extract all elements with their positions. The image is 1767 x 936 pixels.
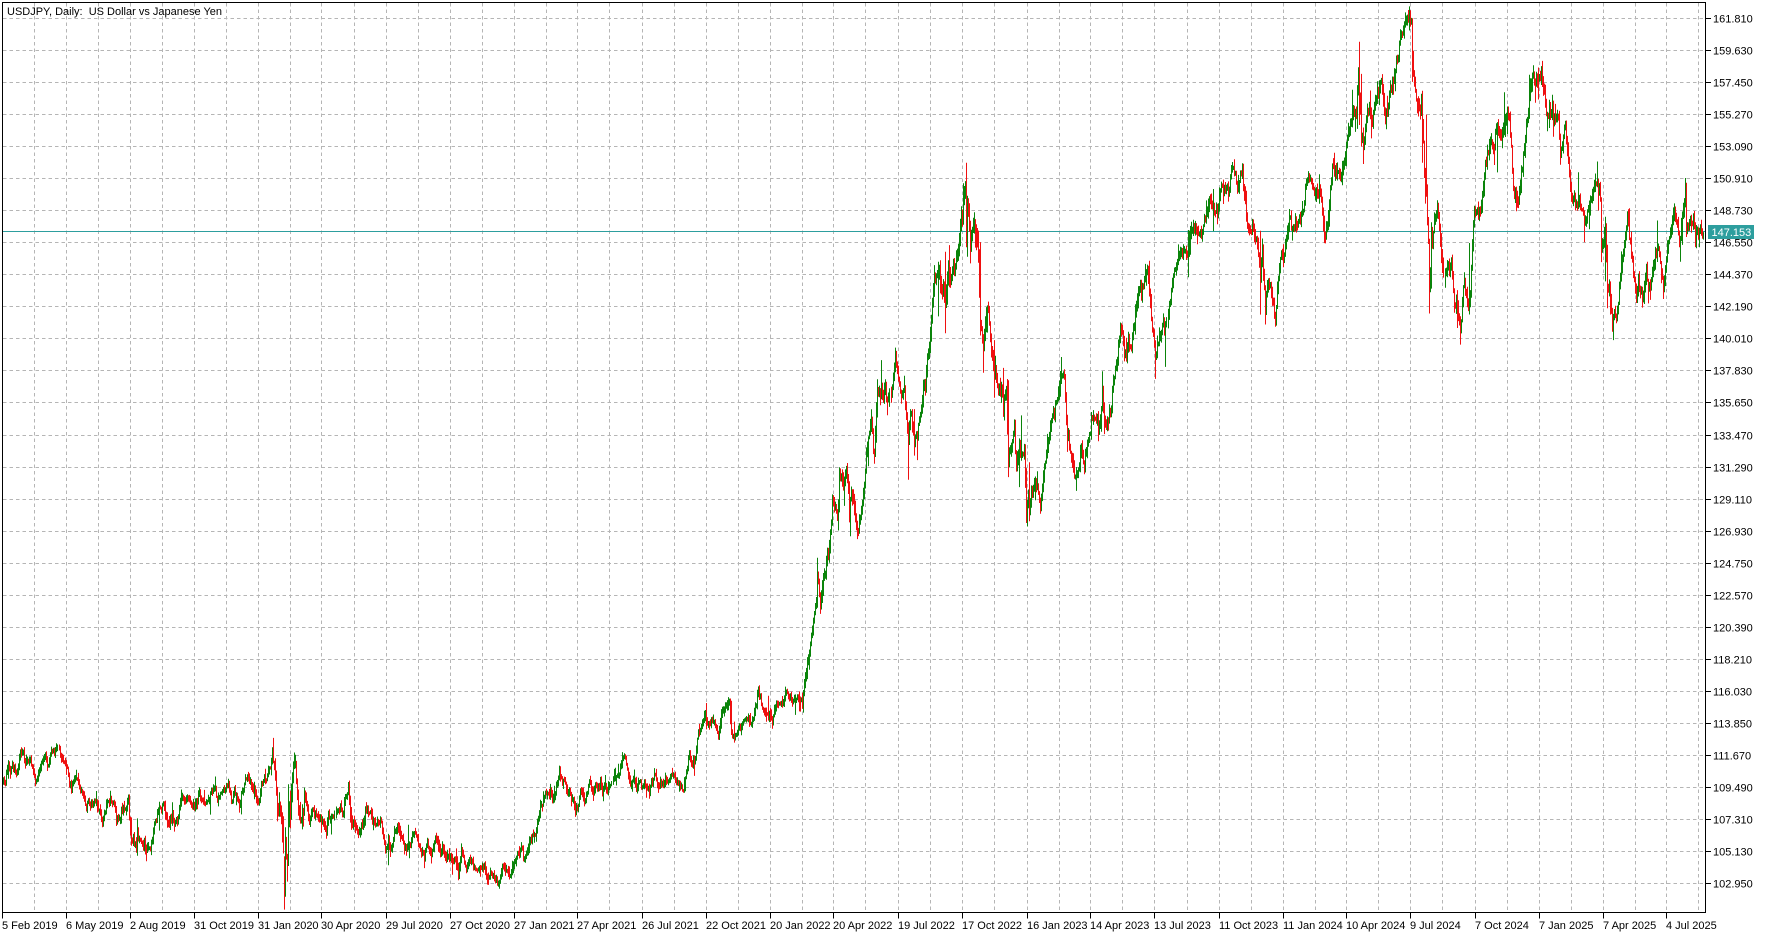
svg-text:13 Jul 2023: 13 Jul 2023	[1154, 920, 1211, 932]
svg-text:6 May 2019: 6 May 2019	[66, 920, 123, 932]
svg-text:7 Oct 2024: 7 Oct 2024	[1475, 920, 1529, 932]
svg-text:107.310: 107.310	[1713, 815, 1753, 827]
svg-text:4 Jul 2025: 4 Jul 2025	[1666, 920, 1717, 932]
svg-text:7 Apr 2025: 7 Apr 2025	[1603, 920, 1656, 932]
svg-text:118.210: 118.210	[1713, 655, 1752, 667]
svg-text:22 Oct 2021: 22 Oct 2021	[706, 920, 766, 932]
svg-text:7 Jan 2025: 7 Jan 2025	[1539, 920, 1593, 932]
svg-text:11 Oct 2023: 11 Oct 2023	[1219, 920, 1278, 932]
svg-text:155.270: 155.270	[1713, 110, 1753, 122]
svg-text:120.390: 120.390	[1713, 623, 1753, 635]
svg-text:27 Oct 2020: 27 Oct 2020	[450, 920, 510, 932]
svg-text:148.730: 148.730	[1713, 206, 1753, 218]
svg-text:27 Jan 2021: 27 Jan 2021	[514, 920, 575, 932]
svg-text:5 Feb 2019: 5 Feb 2019	[2, 920, 58, 932]
svg-text:131.290: 131.290	[1713, 463, 1753, 475]
svg-text:31 Jan 2020: 31 Jan 2020	[258, 920, 319, 932]
svg-text:9 Jul 2024: 9 Jul 2024	[1410, 920, 1461, 932]
svg-text:140.010: 140.010	[1713, 334, 1753, 346]
svg-text:133.470: 133.470	[1713, 431, 1753, 443]
svg-text:159.630: 159.630	[1713, 46, 1753, 58]
svg-text:27 Apr 2021: 27 Apr 2021	[577, 920, 636, 932]
svg-text:USDJPY, Daily: US Dollar vs J: USDJPY, Daily: US Dollar vs Japanese Yen	[7, 6, 222, 18]
svg-text:17 Oct 2022: 17 Oct 2022	[962, 920, 1022, 932]
svg-text:116.030: 116.030	[1713, 687, 1752, 699]
svg-text:129.110: 129.110	[1713, 495, 1752, 507]
svg-text:2 Aug 2019: 2 Aug 2019	[130, 920, 186, 932]
svg-text:142.190: 142.190	[1713, 302, 1753, 314]
svg-text:153.090: 153.090	[1713, 142, 1753, 154]
svg-text:135.650: 135.650	[1713, 398, 1753, 410]
svg-text:157.450: 157.450	[1713, 78, 1753, 90]
svg-text:161.810: 161.810	[1713, 14, 1753, 26]
svg-text:124.750: 124.750	[1713, 559, 1753, 571]
svg-text:26 Jul 2021: 26 Jul 2021	[642, 920, 699, 932]
svg-text:19 Jul 2022: 19 Jul 2022	[898, 920, 955, 932]
svg-text:144.370: 144.370	[1713, 270, 1753, 282]
svg-text:10 Apr 2024: 10 Apr 2024	[1346, 920, 1405, 932]
svg-text:150.910: 150.910	[1713, 174, 1753, 186]
svg-text:20 Apr 2022: 20 Apr 2022	[833, 920, 892, 932]
svg-text:113.850: 113.850	[1713, 719, 1752, 731]
svg-text:126.930: 126.930	[1713, 527, 1753, 539]
svg-text:147.153: 147.153	[1712, 227, 1752, 239]
svg-text:11 Jan 2024: 11 Jan 2024	[1283, 920, 1343, 932]
svg-text:137.830: 137.830	[1713, 366, 1753, 378]
svg-text:102.950: 102.950	[1713, 879, 1753, 891]
svg-text:105.130: 105.130	[1713, 847, 1753, 859]
svg-text:29 Jul 2020: 29 Jul 2020	[386, 920, 443, 932]
svg-text:146.550: 146.550	[1713, 238, 1753, 250]
svg-text:20 Jan 2022: 20 Jan 2022	[770, 920, 831, 932]
svg-text:109.490: 109.490	[1713, 783, 1753, 795]
svg-text:14 Apr 2023: 14 Apr 2023	[1090, 920, 1149, 932]
svg-text:30 Apr 2020: 30 Apr 2020	[321, 920, 380, 932]
svg-text:111.670: 111.670	[1713, 751, 1751, 763]
svg-text:122.570: 122.570	[1713, 591, 1753, 603]
svg-text:16 Jan 2023: 16 Jan 2023	[1027, 920, 1088, 932]
svg-text:31 Oct 2019: 31 Oct 2019	[194, 920, 254, 932]
